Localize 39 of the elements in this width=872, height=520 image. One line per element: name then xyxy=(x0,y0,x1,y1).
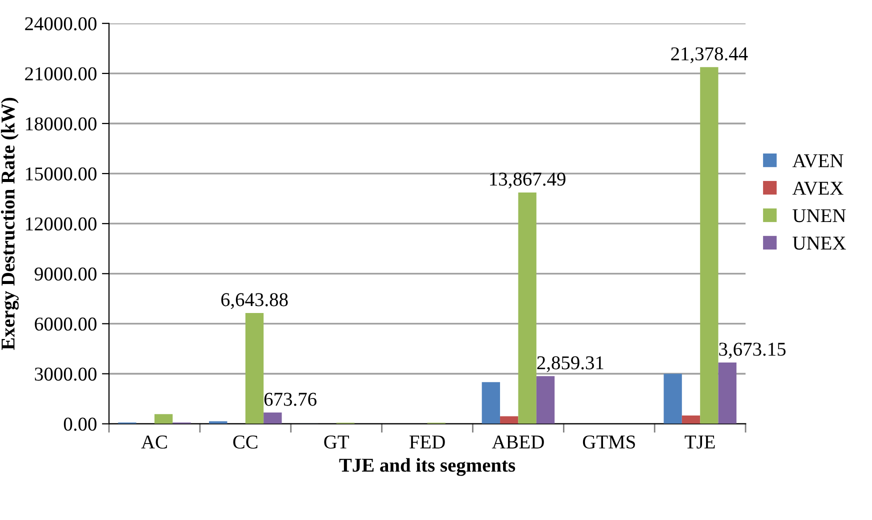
y-axis-title: Exergy Destruction Rate (kW) xyxy=(0,98,19,350)
x-tick-label: GTMS xyxy=(582,436,635,449)
data-label: 2,859.31 xyxy=(537,356,604,372)
bar xyxy=(682,415,700,424)
x-tick-label: CC xyxy=(233,436,258,449)
x-tick-label: FED xyxy=(409,436,445,448)
data-label: 13,867.49 xyxy=(490,172,566,189)
bar xyxy=(536,376,555,424)
y-tick-label: 12000.00 xyxy=(26,217,96,231)
y-tick-label: 3000.00 xyxy=(34,368,96,381)
data-label: 21,378.44 xyxy=(671,47,748,64)
x-axis-title: TJE and its segments xyxy=(339,458,516,476)
y-tick-label: 9000.00 xyxy=(34,267,96,281)
bar xyxy=(264,412,282,424)
bar xyxy=(154,414,173,424)
y-tick-label: 15000.00 xyxy=(26,167,96,181)
bar xyxy=(245,312,264,424)
x-tick-label: GT xyxy=(324,436,349,449)
x-tick-label: AC xyxy=(141,436,167,449)
y-tick-label: 0.00 xyxy=(64,418,96,431)
legend-label: UNEX xyxy=(792,236,846,250)
legend-label: AVEN xyxy=(792,154,844,168)
y-tick-label: 18000.00 xyxy=(26,117,96,131)
bar xyxy=(718,362,736,424)
bar xyxy=(664,374,682,424)
x-tick-label: TJE xyxy=(684,436,715,449)
bar xyxy=(482,382,500,424)
y-tick-label: 21000.00 xyxy=(25,67,96,80)
legend-label: UNEN xyxy=(792,209,846,222)
bar xyxy=(700,67,718,424)
data-label: 3,673.15 xyxy=(719,342,786,359)
bar xyxy=(500,416,518,424)
bar xyxy=(518,192,536,424)
x-tick-label: ABED xyxy=(492,436,544,448)
data-label: 673.76 xyxy=(264,392,316,406)
y-tick-label: 24000.00 xyxy=(25,17,96,30)
y-tick-label: 6000.00 xyxy=(34,318,96,331)
legend-label: AVEX xyxy=(792,182,844,195)
data-label: 6,643.88 xyxy=(221,293,288,310)
